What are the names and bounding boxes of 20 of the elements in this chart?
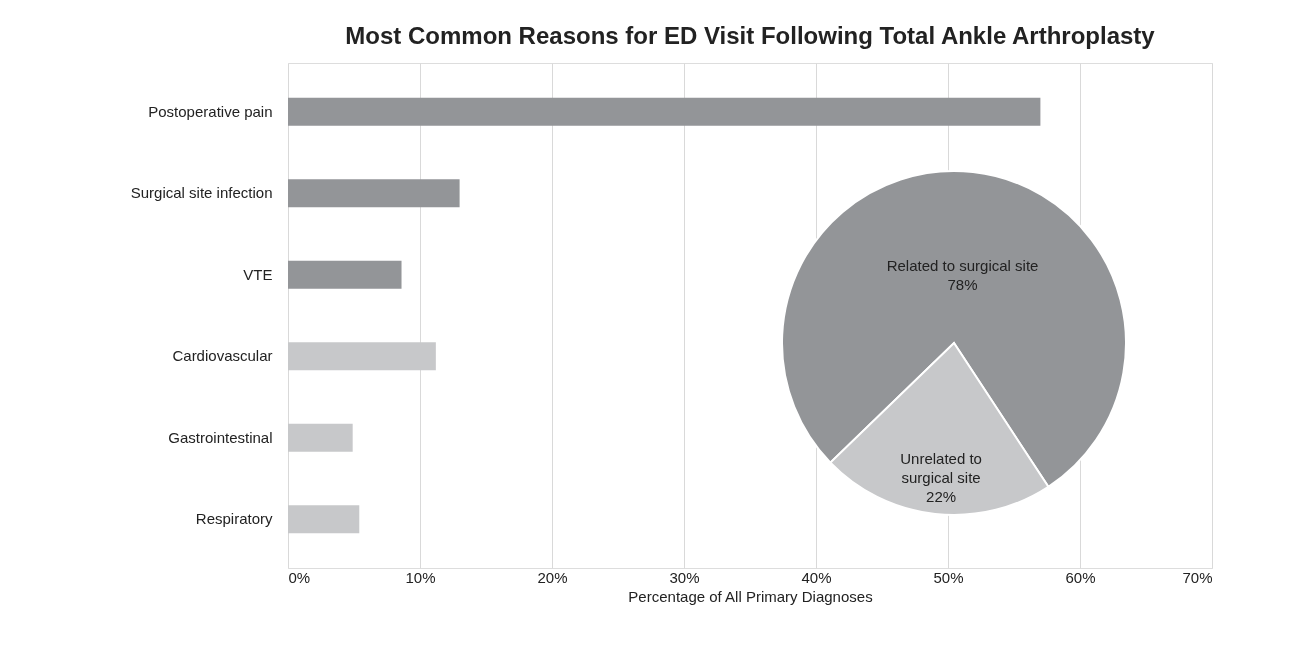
y-tick-label: VTE [243, 265, 273, 283]
x-tick-label: 40% [801, 568, 832, 586]
y-tick-label: Gastrointestinal [168, 428, 273, 446]
x-tick-label: 30% [669, 568, 700, 586]
chart-title: Most Common Reasons for ED Visit Following Total Ankle Arthroplasty [345, 22, 1156, 49]
y-tick-label: Respiratory [195, 510, 273, 528]
x-tick-label: 0% [288, 568, 311, 586]
y-tick-label: Postoperative pain [148, 102, 273, 120]
data-label: 22% [926, 488, 957, 506]
x-tick-label: 50% [933, 568, 964, 586]
y-tick-label: Surgical site infection [130, 184, 273, 202]
data-label: 78% [947, 276, 978, 294]
x-tick-label: 10% [405, 568, 436, 586]
y-tick-label: Cardiovascular [172, 347, 273, 365]
x-tick-label: 60% [1065, 568, 1096, 586]
x-tick-label: 70% [1182, 568, 1213, 586]
x-tick-label: 20% [537, 568, 568, 586]
slice-label: Unrelated to surgical site [900, 450, 982, 487]
slice-label: Related to surgical site [886, 257, 1039, 275]
x-axis-title: Percentage of All Primary Diagnoses [628, 587, 873, 605]
